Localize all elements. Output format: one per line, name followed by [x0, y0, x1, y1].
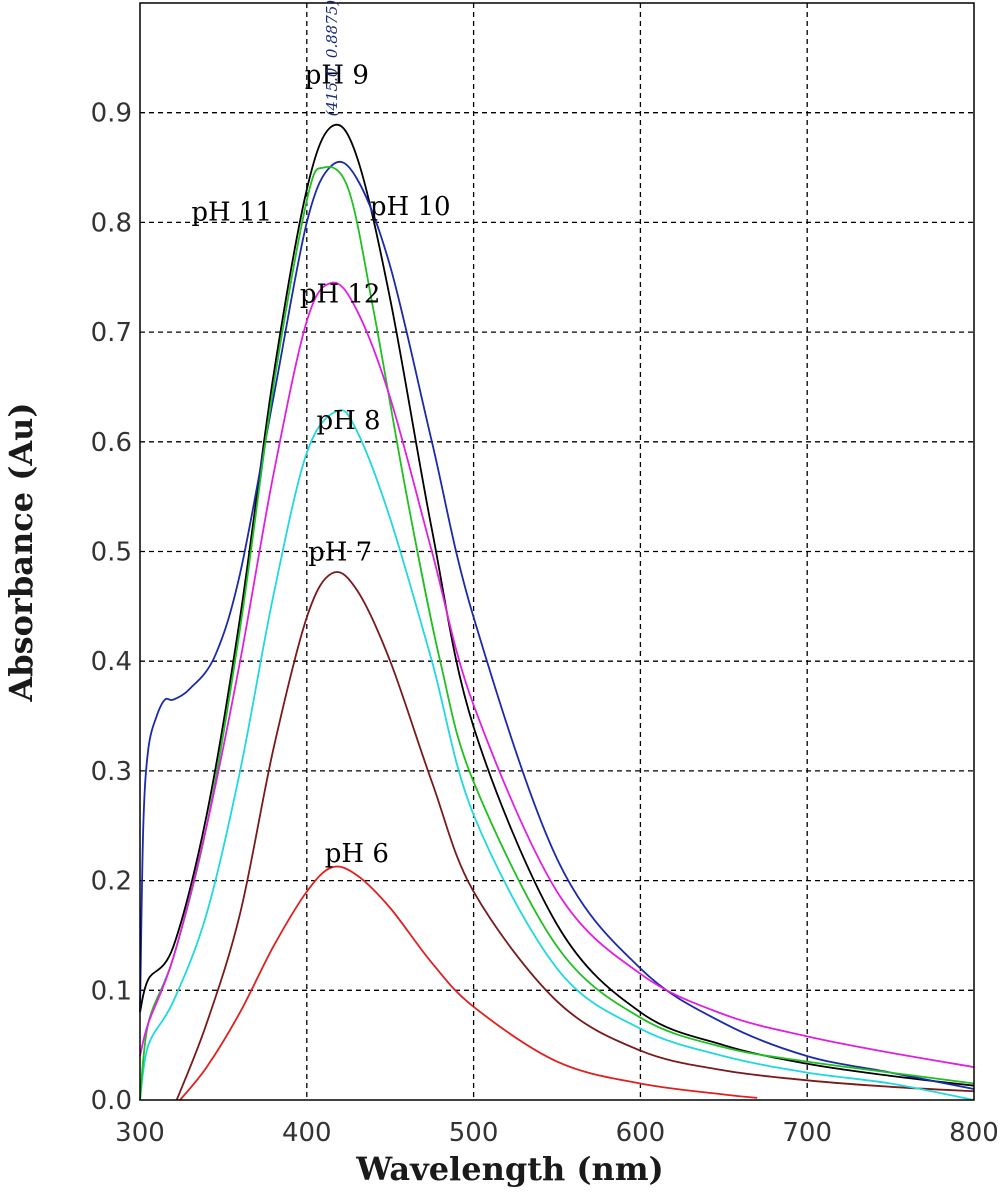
y-tick-label: 0.3 — [91, 757, 132, 787]
tick-labels: 300 400 500 600 700 800 0.0 0.1 0.2 0.3 0.4 0.5 0.6 0… — [91, 99, 999, 1148]
y-tick-label: 0.6 — [91, 428, 132, 458]
series-line-ph-7 — [175, 571, 975, 1101]
series-label-ph-10: pH 10 — [370, 192, 451, 222]
curve-layer — [139, 123, 975, 1101]
series-line-ph-6 — [179, 865, 758, 1101]
grid-layer — [140, 3, 974, 1100]
x-axis-title: Wavelength (nm) — [355, 1150, 664, 1188]
series-label-ph-6: pH 6 — [325, 839, 389, 869]
y-tick-label: 0.1 — [91, 976, 132, 1006]
series-label-ph-12: pH 12 — [300, 280, 381, 310]
y-tick-label: 0.9 — [91, 99, 132, 129]
y-tick-label: 0.2 — [91, 867, 132, 897]
series-label-ph-7: pH 7 — [308, 538, 372, 568]
series-labels: pH 9 pH 11 pH 10 pH 12 pH 8 pH 7 pH 6 — [191, 60, 450, 869]
peak-annotation: (415.0, 0.8875) — [323, 0, 341, 116]
x-tick-label: 300 — [115, 1118, 165, 1148]
series-line-ph-11 — [139, 165, 975, 1101]
y-tick-label: 0.0 — [91, 1086, 132, 1116]
y-axis-title: Absorbance (Au) — [2, 402, 40, 702]
series-line-ph-12 — [139, 281, 975, 1068]
series-line-ph-10 — [139, 160, 975, 1090]
series-label-ph-11: pH 11 — [191, 197, 272, 227]
series-label-ph-8: pH 8 — [316, 406, 380, 436]
x-tick-label: 400 — [282, 1118, 332, 1148]
y-tick-label: 0.8 — [91, 208, 132, 238]
x-tick-label: 800 — [949, 1118, 999, 1148]
series-line-ph-8 — [139, 409, 975, 1101]
x-tick-label: 600 — [616, 1118, 666, 1148]
x-tick-label: 500 — [449, 1118, 499, 1148]
plot-frame — [139, 2, 975, 1101]
y-tick-label: 0.7 — [91, 318, 132, 348]
series-label-ph-9: pH 9 — [305, 60, 369, 90]
series-line-ph-9 — [139, 123, 975, 1087]
y-tick-label: 0.5 — [91, 538, 132, 568]
x-tick-label: 700 — [782, 1118, 832, 1148]
y-tick-label: 0.4 — [91, 647, 132, 677]
